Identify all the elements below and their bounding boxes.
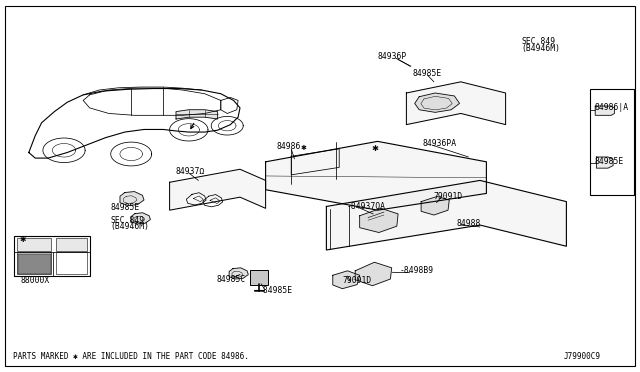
Polygon shape: [120, 192, 144, 205]
Polygon shape: [326, 180, 566, 250]
Polygon shape: [406, 82, 506, 125]
FancyBboxPatch shape: [18, 254, 51, 274]
Polygon shape: [176, 110, 218, 119]
Text: 84936P: 84936P: [378, 52, 407, 61]
Polygon shape: [266, 141, 486, 210]
Polygon shape: [170, 169, 266, 210]
FancyBboxPatch shape: [17, 252, 51, 274]
Text: 79091D: 79091D: [433, 192, 463, 201]
Text: ✱: ✱: [301, 145, 307, 151]
Text: SEC.849: SEC.849: [110, 216, 144, 225]
Polygon shape: [595, 106, 614, 115]
FancyBboxPatch shape: [14, 236, 90, 276]
Text: PARTS MARKED ✱ ARE INCLUDED IN THE PART CODE 84986.: PARTS MARKED ✱ ARE INCLUDED IN THE PART …: [13, 352, 249, 361]
Text: 84985E: 84985E: [110, 203, 140, 212]
Text: ✱: ✱: [19, 235, 26, 244]
Text: 84985C: 84985C: [216, 275, 246, 283]
Polygon shape: [360, 208, 398, 232]
Text: ✱: ✱: [371, 144, 378, 153]
Polygon shape: [333, 271, 360, 289]
Polygon shape: [229, 268, 248, 279]
Text: 84986|A: 84986|A: [595, 103, 628, 112]
Text: J79900C9: J79900C9: [563, 352, 600, 361]
Text: 79091D: 79091D: [342, 276, 372, 285]
Text: (B4946M): (B4946M): [522, 44, 561, 53]
Text: 84936PA: 84936PA: [422, 139, 456, 148]
FancyBboxPatch shape: [17, 238, 51, 251]
Polygon shape: [355, 262, 392, 286]
FancyBboxPatch shape: [56, 252, 87, 274]
FancyBboxPatch shape: [250, 270, 268, 285]
Text: 84988: 84988: [457, 219, 481, 228]
Text: (B4946M): (B4946M): [110, 222, 149, 231]
Polygon shape: [596, 157, 613, 168]
Text: 84937Ω: 84937Ω: [175, 167, 205, 176]
Text: -8498B9: -8498B9: [400, 266, 434, 275]
Text: 88000X: 88000X: [20, 276, 50, 285]
Polygon shape: [415, 93, 460, 112]
Text: 84985E: 84985E: [595, 157, 624, 166]
FancyBboxPatch shape: [56, 238, 87, 251]
Text: 84985E: 84985E: [413, 69, 442, 78]
Text: SEC.849: SEC.849: [522, 37, 556, 46]
Text: -84985E: -84985E: [259, 286, 292, 295]
Text: -84937QA: -84937QA: [347, 202, 386, 211]
Polygon shape: [131, 213, 150, 224]
Polygon shape: [421, 196, 449, 215]
Text: 84986: 84986: [276, 142, 301, 151]
